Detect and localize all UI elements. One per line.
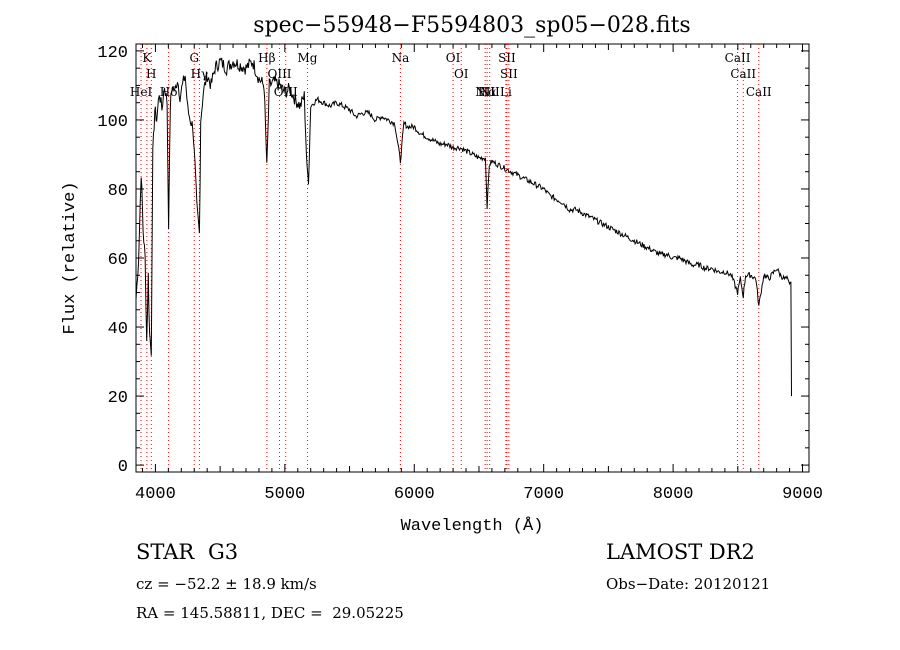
line-marker-label: Na <box>392 51 410 65</box>
star-class: STAR <box>136 540 195 564</box>
line-marker-label: Hγ <box>191 67 209 81</box>
y-axis: 0 20 40 60 80 100 120 <box>97 44 809 477</box>
y-tick-label: 120 <box>97 44 128 63</box>
spectrum-series <box>135 57 792 397</box>
y-tick-label: 60 <box>108 251 128 270</box>
x-axis: 4000 5000 6000 7000 8000 9000 <box>135 44 823 504</box>
y-tick-label: 20 <box>108 389 128 408</box>
y-tick-label: 100 <box>97 113 128 132</box>
survey-name: LAMOST DR2 <box>606 540 755 564</box>
y-tick-label: 0 <box>118 458 128 477</box>
line-marker-label: OIII <box>267 67 291 81</box>
redshift-cz: cz = −52.2 ± 18.9 km/s <box>136 575 317 593</box>
x-tick-label: 4000 <box>135 485 176 504</box>
line-marker-label: CaII <box>746 85 772 99</box>
line-marker-label: SII <box>498 51 516 65</box>
line-marker-label: Hβ <box>258 51 275 65</box>
line-marker-label: G <box>189 51 199 65</box>
line-marker-label: Li <box>500 85 512 99</box>
line-marker-label: H <box>146 67 156 81</box>
y-axis-label: Flux (relative) <box>61 181 80 334</box>
star-subclass: G3 <box>208 540 239 564</box>
x-tick-label: 6000 <box>394 485 435 504</box>
line-marker-label: NII <box>475 85 495 99</box>
x-tick-label: 7000 <box>523 485 564 504</box>
y-tick-label: 40 <box>108 320 128 339</box>
x-tick-label: 5000 <box>264 485 305 504</box>
line-marker-label: CaII <box>725 51 751 65</box>
chart-title: spec−55948−F5594803_sp05−028.fits <box>253 13 690 38</box>
y-tick-label: 80 <box>108 182 128 201</box>
spectrum-line <box>135 57 792 397</box>
x-tick-label: 8000 <box>653 485 694 504</box>
plot-frame <box>135 43 810 473</box>
line-marker-label: Mg <box>298 51 318 65</box>
line-marker-label: Hα <box>478 85 497 99</box>
x-tick-label: 9000 <box>782 485 823 504</box>
line-marker-label: SII <box>500 67 518 81</box>
line-marker-label: K <box>142 51 152 65</box>
line-marker-label: OI <box>446 51 461 65</box>
x-axis-label: Wavelength (Å) <box>401 517 544 536</box>
obs-date: Obs−Date: 20120121 <box>606 575 771 593</box>
line-marker-label: CaII <box>730 67 756 81</box>
line-marker-label: HeI <box>130 85 153 99</box>
line-marker-label: NII <box>480 85 500 99</box>
line-marker-label: OI <box>454 67 469 81</box>
coordinates: RA = 145.58811, DEC = 29.05225 <box>136 604 404 622</box>
